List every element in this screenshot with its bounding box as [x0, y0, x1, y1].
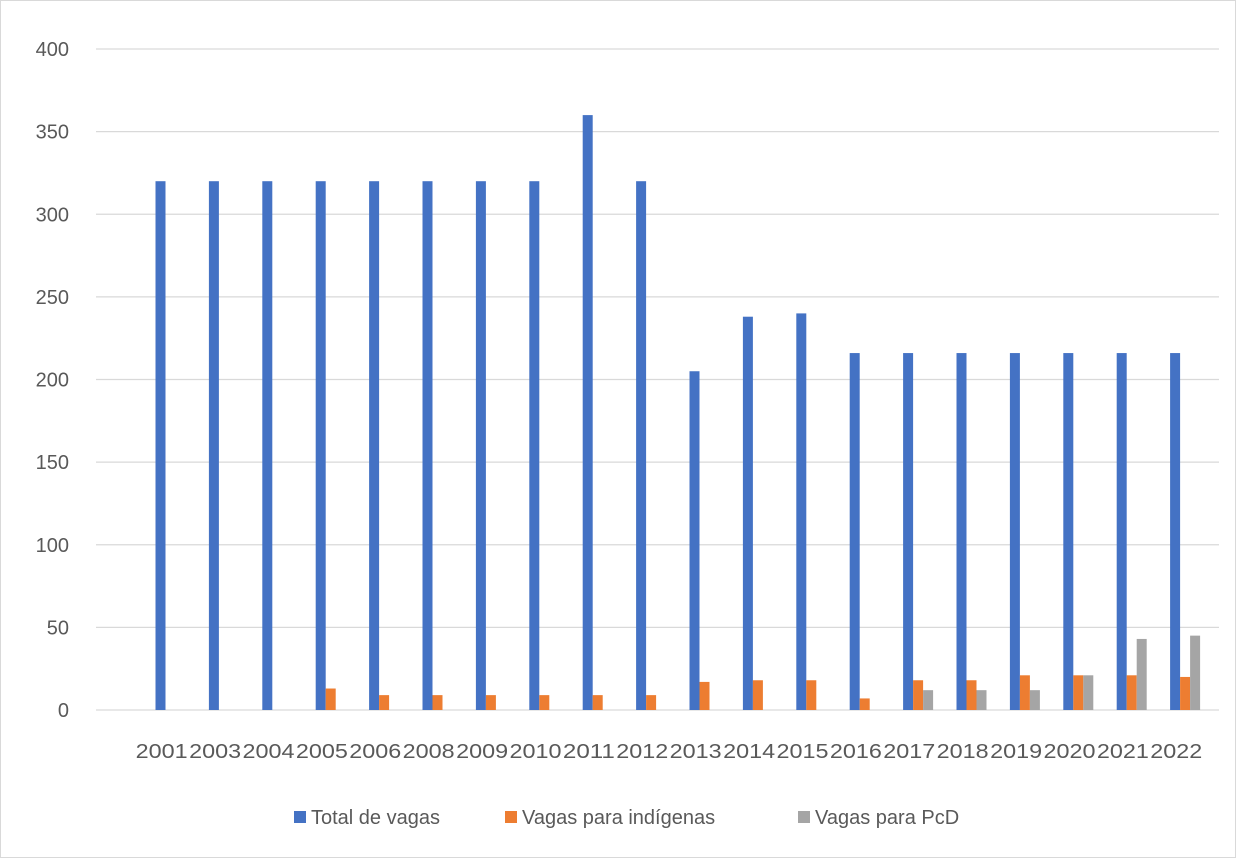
total-vagas-bar: [582, 115, 593, 711]
x-tick-label: 2013: [670, 741, 722, 763]
x-tick-label: 2001: [136, 741, 188, 763]
legend-pcd: Vagas para PcD: [798, 807, 959, 829]
total-vagas-bar: [422, 181, 433, 710]
x-tick-label: 2016: [830, 741, 882, 763]
indigenas-bar: [325, 688, 336, 710]
total-vagas-bar: [1063, 353, 1074, 710]
indigenas-bar: [432, 695, 443, 710]
x-tick-label: 2005: [296, 741, 348, 763]
bars: [155, 115, 1201, 711]
indigenas-bar: [966, 680, 977, 710]
pcd-bar: [1136, 638, 1147, 710]
x-tick-label: 2011: [563, 741, 615, 763]
x-tick-label: 2014: [723, 741, 775, 763]
total-vagas-bar: [1116, 353, 1127, 710]
pcd-bar: [1190, 635, 1201, 710]
x-tick-label: 2021: [1097, 741, 1149, 763]
x-tick-label: 2003: [189, 741, 241, 763]
total-vagas-bar: [796, 313, 807, 710]
y-tick-label: 400: [36, 39, 69, 61]
total-vagas-bar: [742, 316, 753, 710]
total-vagas-bar: [689, 371, 700, 710]
x-tick-label: 2009: [456, 741, 508, 763]
x-tick-label: 2004: [243, 741, 295, 763]
total-vagas-bar: [155, 181, 166, 710]
y-tick-label: 300: [36, 204, 69, 226]
x-tick-label: 2012: [616, 741, 668, 763]
legend-indigenas: Vagas para indígenas: [505, 807, 715, 829]
total-vagas-bar: [475, 181, 486, 710]
total-vagas-bar: [636, 181, 647, 710]
y-axis-ticks: 0 50 100 150 200 250 300 350 400: [36, 39, 69, 722]
total-vagas-bar: [903, 353, 914, 710]
legend-swatch: [798, 811, 810, 823]
total-vagas-bar: [1170, 353, 1181, 710]
y-tick-label: 350: [36, 122, 69, 144]
gridlines: [96, 48, 1219, 711]
total-vagas-bar: [369, 181, 380, 710]
indigenas-bar: [539, 695, 550, 710]
indigenas-bar: [1073, 675, 1084, 710]
x-tick-label: 2008: [403, 741, 455, 763]
total-vagas-bar: [956, 353, 967, 710]
indigenas-bar: [699, 681, 710, 710]
total-vagas-bar: [208, 181, 219, 710]
indigenas-bar: [913, 680, 924, 710]
indigenas-bar: [485, 695, 496, 710]
pcd-bar: [1029, 690, 1040, 710]
legend-swatch: [505, 811, 517, 823]
legend-swatch: [294, 811, 306, 823]
x-tick-label: 2015: [777, 741, 829, 763]
total-vagas-bar: [529, 181, 540, 710]
indigenas-bar: [1126, 675, 1137, 710]
indigenas-bar: [806, 680, 817, 710]
indigenas-bar: [379, 695, 390, 710]
legend-total-vagas: Total de vagas: [294, 807, 440, 829]
total-vagas-bar: [849, 353, 860, 710]
pcd-bar: [976, 690, 987, 710]
indigenas-bar: [592, 695, 603, 710]
indigenas-bar: [859, 698, 870, 710]
y-tick-label: 0: [58, 700, 69, 722]
indigenas-bar: [1019, 675, 1030, 710]
pcd-bar: [923, 690, 934, 710]
legend-label: Vagas para indígenas: [522, 807, 715, 829]
total-vagas-bar: [315, 181, 326, 710]
y-tick-label: 100: [36, 535, 69, 557]
x-tick-label: 2006: [349, 741, 401, 763]
legend-label: Vagas para PcD: [815, 807, 959, 829]
x-tick-label: 2022: [1150, 741, 1202, 763]
y-tick-label: 250: [36, 287, 69, 309]
x-tick-label: 2020: [1044, 741, 1096, 763]
indigenas-bar: [646, 695, 657, 710]
indigenas-bar: [1180, 676, 1191, 710]
x-tick-label: 2018: [937, 741, 989, 763]
indigenas-bar: [752, 680, 763, 710]
x-tick-label: 2019: [990, 741, 1042, 763]
pcd-bar: [1083, 675, 1094, 710]
y-tick-label: 200: [36, 370, 69, 392]
x-tick-label: 2010: [510, 741, 562, 763]
x-tick-label: 2017: [883, 741, 935, 763]
y-tick-label: 150: [36, 452, 69, 474]
y-tick-label: 50: [47, 617, 69, 639]
total-vagas-bar: [1009, 353, 1020, 710]
legend: Total de vagas Vagas para indígenas Vagas …: [294, 807, 959, 829]
legend-label: Total de vagas: [311, 807, 440, 829]
x-axis-ticks: 2001 2003 2004 2005 2006 2008 2009 2010 2011 2012…: [136, 741, 1203, 763]
total-vagas-bar: [262, 181, 273, 710]
